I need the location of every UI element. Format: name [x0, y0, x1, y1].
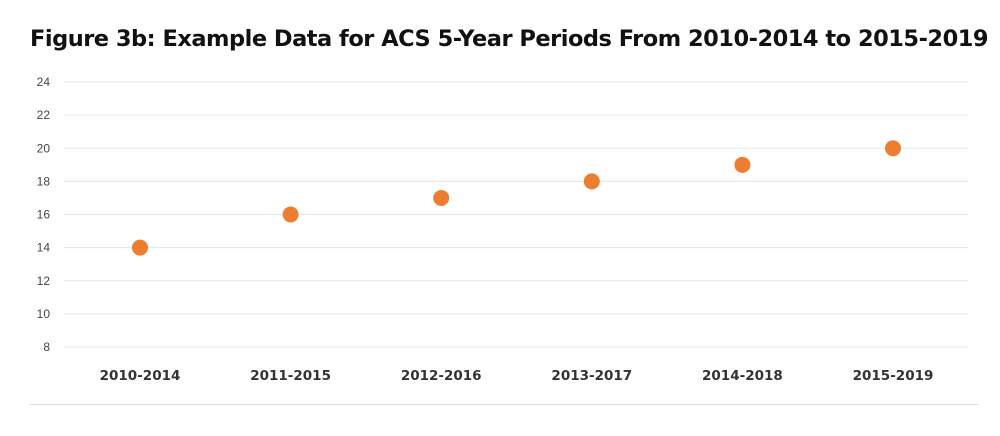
data-point — [433, 189, 450, 206]
y-tick-label: 10 — [37, 307, 51, 321]
data-point — [885, 140, 901, 157]
data-point — [734, 156, 751, 173]
x-category-label: 2011-2015 — [250, 368, 331, 384]
y-tick-label: 20 — [37, 141, 51, 155]
y-tick-label: 14 — [37, 241, 51, 255]
y-tick-label: 24 — [37, 75, 51, 89]
data-point — [282, 206, 299, 223]
y-tick-label: 22 — [37, 108, 51, 122]
bottom-divider — [30, 404, 978, 405]
data-point — [583, 173, 600, 190]
x-category-label: 2012-2016 — [401, 368, 482, 384]
y-axis-ticks: 8 10 12 14 16 18 20 22 24 — [37, 75, 51, 354]
y-tick-label: 16 — [37, 208, 51, 222]
x-axis-categories: 2010-2014 2011-2015 2012-2016 2013-2017 2014… — [100, 368, 934, 384]
data-points — [132, 140, 901, 256]
x-category-label: 2014-2018 — [702, 368, 783, 384]
x-category-label: 2015-2019 — [853, 368, 934, 384]
x-category-label: 2013-2017 — [551, 368, 632, 384]
y-tick-label: 12 — [37, 274, 51, 288]
chart-title: Figure 3b: Example Data for ACS 5-Year P… — [30, 26, 989, 52]
gridlines — [64, 81, 968, 348]
data-point — [132, 239, 148, 256]
y-tick-label: 18 — [37, 174, 51, 188]
y-tick-label: 8 — [43, 340, 50, 354]
x-category-label: 2010-2014 — [100, 368, 181, 384]
